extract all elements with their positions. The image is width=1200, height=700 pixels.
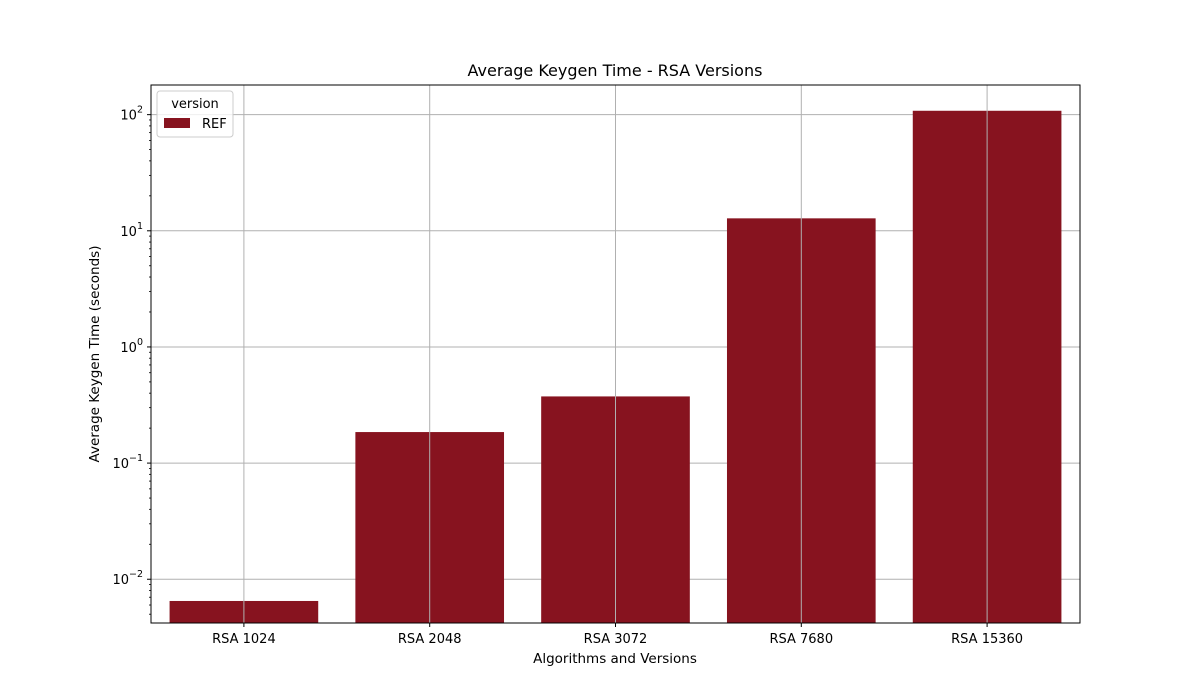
y-tick-label: 10−1 — [112, 453, 143, 472]
x-tick-label: RSA 7680 — [769, 632, 833, 647]
vertical-grid-layer — [243, 85, 988, 623]
x-ticks-layer: RSA 1024 RSA 2048 RSA 3072 RSA 7680 RSA 1536… — [212, 623, 1023, 647]
legend-swatch — [164, 118, 190, 128]
y-axis-label: Average Keygen Time (seconds) — [87, 246, 103, 463]
x-tick-label: RSA 3072 — [584, 632, 648, 647]
legend-entry-label: REF — [202, 117, 227, 132]
y-tick-label: 102 — [120, 105, 143, 124]
x-tick-label: RSA 1024 — [212, 632, 276, 647]
y-ticks-layer: 10−2 10−1 100 101 102 — [112, 105, 151, 615]
legend: version REF — [156, 90, 234, 138]
y-tick-label: 10−2 — [112, 569, 143, 588]
x-axis-label: Algorithms and Versions — [533, 651, 697, 667]
chart-title: Average Keygen Time - RSA Versions — [468, 61, 763, 80]
x-tick-label: RSA 15360 — [951, 632, 1023, 647]
y-tick-label: 100 — [120, 337, 143, 356]
y-tick-label: 101 — [120, 221, 143, 240]
legend-title: version — [171, 97, 219, 112]
x-tick-label: RSA 2048 — [398, 632, 462, 647]
